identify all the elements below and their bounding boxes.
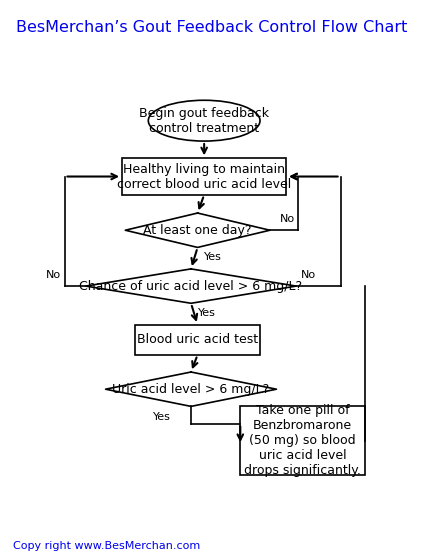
Text: Copy right www.BesMerchan.com: Copy right www.BesMerchan.com [13,541,200,551]
Text: BesMerchan’s Gout Feedback Control Flow Chart: BesMerchan’s Gout Feedback Control Flow … [16,20,408,35]
Text: Take one pill of
Benzbromarone
(50 mg) so blood
uric acid level
drops significan: Take one pill of Benzbromarone (50 mg) s… [244,404,361,477]
Text: Begin gout feedback
control treatment: Begin gout feedback control treatment [139,107,269,134]
Text: No: No [301,270,316,280]
Text: Blood uric acid test: Blood uric acid test [137,333,258,347]
Text: Yes: Yes [204,252,222,262]
Text: No: No [46,270,61,280]
Text: At least one day?: At least one day? [143,224,252,237]
Text: Yes: Yes [198,307,215,318]
Text: Chance of uric acid level > 6 mg/L?: Chance of uric acid level > 6 mg/L? [79,280,303,292]
Bar [122,158,286,195]
Text: No: No [280,214,295,224]
Text: Yes: Yes [153,412,171,422]
Bar [240,406,365,475]
Bar [135,325,260,355]
Text: Healthy living to maintain
correct blood uric acid level: Healthy living to maintain correct blood… [117,162,291,190]
Text: Uric acid level > 6 mg/L?: Uric acid level > 6 mg/L? [112,383,270,396]
